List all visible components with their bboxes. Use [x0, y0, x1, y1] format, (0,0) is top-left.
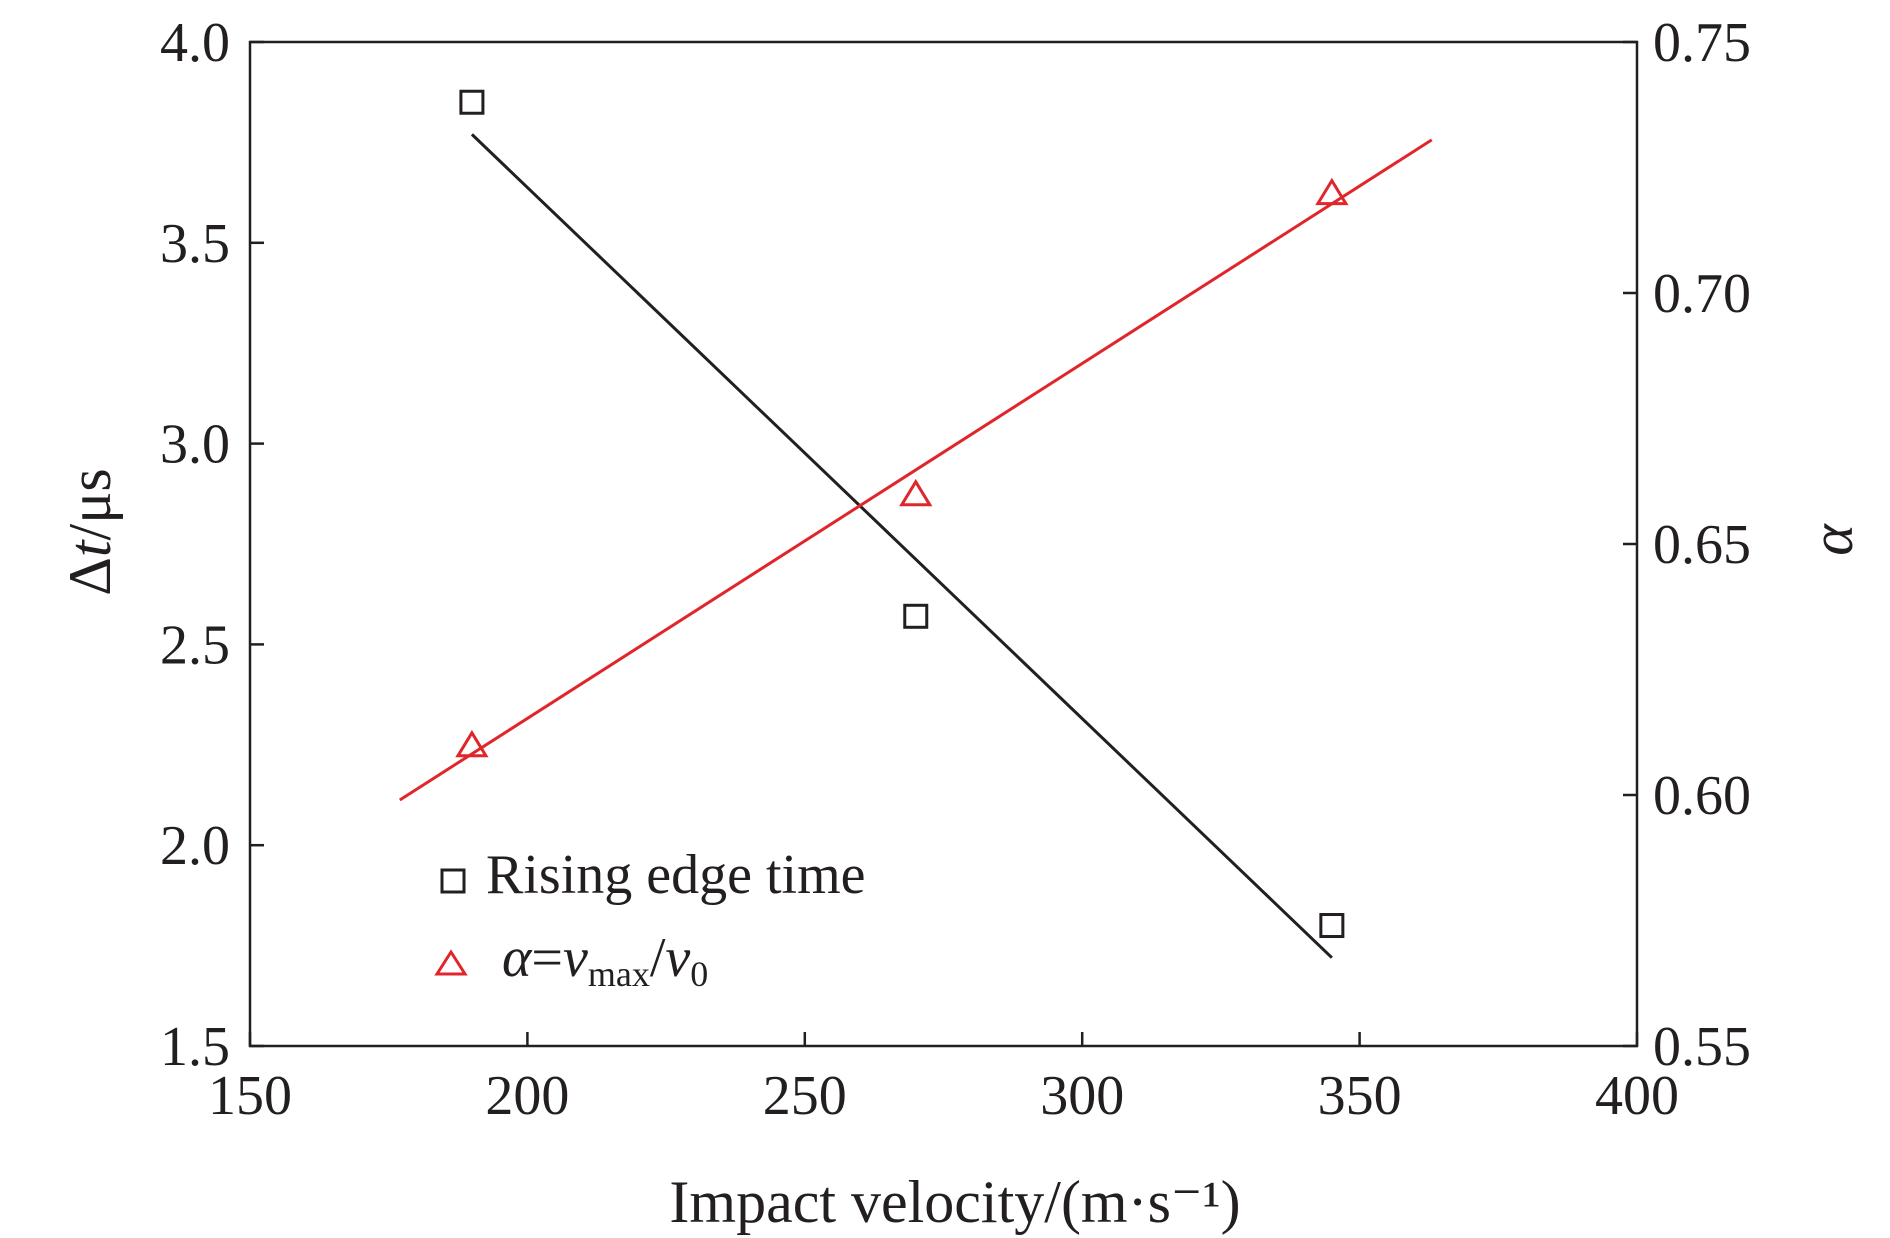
legend-v0: v [665, 927, 690, 989]
legend: Rising edge time α=vmax/v0 [434, 844, 866, 994]
fit-lines [398, 133, 1433, 959]
x-tick-label: 250 [763, 1065, 847, 1127]
axis-ticks [248, 40, 1639, 1048]
data-markers [455, 89, 1349, 939]
fit-line-series-0 [470, 133, 1333, 959]
y-left-tick-label: 3.5 [160, 213, 230, 275]
y-right-tick-label: 0.75 [1653, 12, 1751, 74]
data-point-square [903, 603, 929, 629]
legend-v: v [563, 927, 588, 989]
data-point-square [459, 89, 485, 115]
legend-sub-0: 0 [690, 954, 708, 994]
y-left-tick-label: 3.0 [160, 414, 230, 476]
y-right-tick-label: 0.60 [1653, 765, 1751, 827]
x-tick-label: 200 [485, 1065, 569, 1127]
plot-area: 150 200 250 300 350 400 1.5 2.0 2.5 3.0 3.5 4.0 0.55… [160, 12, 1751, 1127]
data-point-triangle [899, 478, 933, 507]
x-tick-label: 400 [1595, 1065, 1679, 1127]
legend-label-rising-edge: Rising edge time [486, 844, 866, 906]
tick-labels: 150 200 250 300 350 400 1.5 2.0 2.5 3.0 3.5 4.0 0.55… [160, 12, 1751, 1127]
legend-label-alpha: α=vmax/v0 [502, 927, 708, 994]
data-point-square [1319, 913, 1345, 939]
y-right-tick-label: 0.65 [1653, 514, 1751, 576]
x-tick-label: 350 [1318, 1065, 1402, 1127]
legend-eq: = [531, 927, 563, 989]
legend-sub-max: max [588, 954, 650, 994]
y-right-axis-title: α [1799, 523, 1865, 556]
y-left-title-unit: /μs [57, 468, 123, 540]
x-tick-label: 300 [1040, 1065, 1124, 1127]
y-right-tick-label: 0.55 [1653, 1016, 1751, 1078]
y-right-tick-label: 0.70 [1653, 263, 1751, 325]
x-tick-label: 150 [208, 1065, 292, 1127]
y-left-tick-label: 4.0 [160, 12, 230, 74]
y-left-axis-title: Δt/μs [57, 468, 123, 595]
data-point-triangle [455, 729, 489, 758]
legend-slash: / [650, 927, 666, 989]
y-left-tick-label: 2.0 [160, 815, 230, 877]
legend-marker-square [440, 868, 466, 894]
y-left-title-var: t [57, 539, 123, 557]
fit-line-series-1 [398, 138, 1433, 802]
y-left-tick-label: 1.5 [160, 1016, 230, 1078]
legend-marker-triangle [434, 949, 468, 976]
data-point-triangle [1315, 177, 1349, 206]
x-axis-title: Impact velocity/(m·s⁻¹) [669, 1169, 1240, 1235]
y-left-tick-label: 2.5 [160, 614, 230, 676]
y-left-title-symbol: Δ [57, 557, 123, 596]
legend-alpha: α [502, 927, 533, 989]
plot-frame [248, 40, 1639, 1048]
